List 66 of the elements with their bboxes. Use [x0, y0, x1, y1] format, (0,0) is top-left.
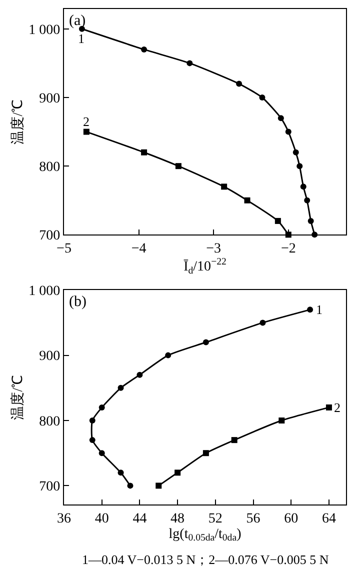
point — [231, 437, 238, 444]
y-axis-title: 温度/℃ — [10, 374, 26, 420]
chart-title: (a) — [69, 13, 86, 29]
point — [221, 184, 228, 190]
point — [89, 437, 96, 444]
x-tick-label: 64 — [322, 512, 336, 526]
point — [326, 404, 332, 410]
x-tick-label: 56 — [246, 512, 260, 526]
point — [202, 339, 209, 346]
x-tick-label: −2 — [280, 242, 296, 257]
series-label: 2 — [83, 114, 90, 129]
text: 1—0.04 V−0.013 5 N；2—0.076 V−0.005 5 N — [82, 552, 330, 567]
point — [98, 450, 105, 456]
series-label: 1 — [316, 302, 322, 317]
point — [308, 218, 314, 224]
series-label: 1 — [78, 31, 84, 46]
point — [244, 197, 250, 204]
point — [141, 46, 148, 52]
point — [260, 320, 266, 326]
point — [296, 163, 303, 170]
point — [236, 80, 242, 87]
point — [304, 197, 310, 204]
y-tick-label: 700 — [39, 480, 60, 495]
y-tick-label: 900 — [39, 91, 60, 106]
point — [118, 384, 124, 391]
point — [274, 218, 281, 224]
x-axis-title: lg(t$_{0.05da}$/t$_{0da}$) — [168, 526, 242, 544]
point — [118, 470, 124, 476]
point — [83, 128, 90, 135]
point — [202, 450, 209, 456]
point — [141, 149, 148, 156]
x-tick-label: −3 — [206, 242, 222, 257]
x-tick-label: 40 — [94, 512, 109, 526]
x-tick-label: −5 — [56, 242, 72, 257]
y-tick-label: 800 — [39, 414, 60, 430]
x-tick-label: 48 — [170, 512, 185, 526]
point — [285, 128, 292, 135]
x-tick-label: 36 — [57, 512, 71, 526]
chart-title: (b) — [69, 294, 86, 310]
x-tick-label: 60 — [284, 512, 298, 526]
x-axis-title: Ī$_{d}$/10$^{−22}$ — [184, 256, 226, 276]
point — [278, 418, 285, 424]
point — [307, 306, 314, 313]
x-tick-label: 52 — [208, 512, 222, 526]
point — [292, 149, 299, 156]
y-tick-label: 700 — [39, 228, 60, 244]
x-tick-label: 44 — [132, 512, 147, 526]
point — [186, 60, 193, 66]
y-tick-label: 900 — [39, 349, 60, 364]
point — [165, 352, 172, 358]
point — [175, 163, 182, 170]
point — [156, 482, 162, 489]
y-axis-title: 温度/℃ — [10, 99, 26, 144]
point — [259, 94, 266, 100]
point — [174, 470, 181, 476]
point — [98, 404, 105, 410]
point — [300, 184, 306, 190]
x-tick-label: −4 — [131, 242, 146, 257]
point — [136, 372, 143, 378]
point — [89, 418, 96, 424]
series-label: 2 — [334, 400, 340, 415]
y-tick-label: 800 — [39, 160, 60, 175]
y-tick-label: 1 000 — [28, 284, 60, 300]
y-tick-label: 1 000 — [28, 22, 60, 38]
point — [278, 115, 284, 122]
point — [127, 482, 134, 489]
